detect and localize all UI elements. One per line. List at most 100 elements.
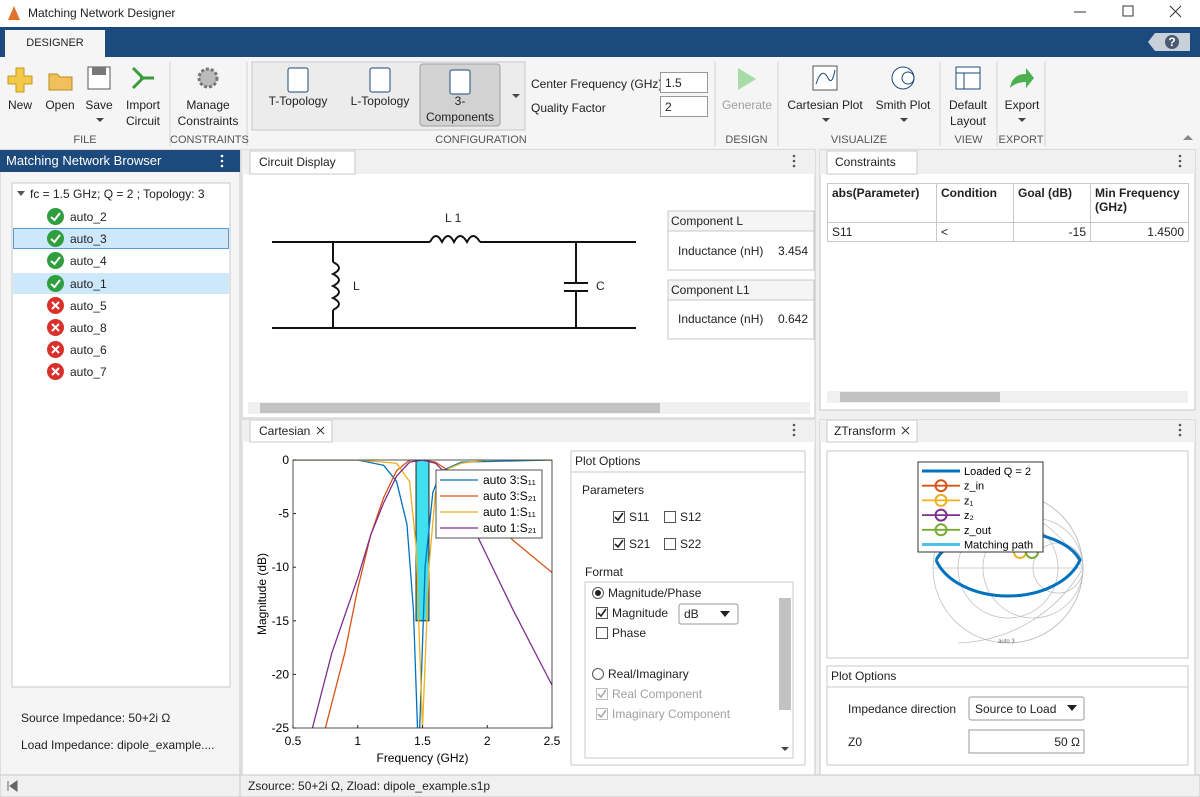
cartesian-tab-label[interactable]: Cartesian [259, 424, 311, 438]
status-collapse[interactable] [7, 780, 18, 792]
legend-entry[interactable]: Matching path [964, 540, 1033, 552]
format-scroll-thumb[interactable] [779, 598, 791, 710]
format-scroll-down[interactable] [781, 747, 789, 751]
tree-item[interactable]: auto_7 [70, 365, 107, 380]
circuit-schematic [272, 235, 636, 329]
three-components-button[interactable]: 3-Components [425, 94, 495, 124]
table-cell[interactable]: < [936, 222, 1014, 242]
z-plot-options-title: Plot Options [831, 669, 897, 683]
cartesian-chart: -25 -20 -15 -10 -5 0 0.5 1 1.5 2 2.5 Frequency (GHz… [255, 453, 561, 765]
legend-entry[interactable]: auto 1:S₂₁ [483, 521, 536, 535]
default-layout-icon [955, 66, 981, 90]
radio-magnitude-phase[interactable] [592, 587, 604, 599]
table-cell[interactable]: -15 [1013, 222, 1091, 242]
smith-dropdown[interactable] [900, 118, 908, 122]
tree-item[interactable]: auto_5 [70, 298, 107, 313]
circuit-tab[interactable] [249, 150, 356, 175]
smith-plot-button[interactable]: Smith Plot [875, 98, 931, 112]
fail-icon [47, 363, 64, 381]
selected-topology[interactable] [419, 63, 501, 127]
constraints-scroll-thumb[interactable] [840, 392, 1000, 402]
column-header[interactable]: Condition [936, 183, 1014, 223]
designer-tab-label[interactable]: DESIGNER [26, 37, 84, 49]
tree-item[interactable]: auto_3 [70, 232, 107, 247]
tree-root[interactable]: fc = 1.5 GHz; Q = 2 ; Topology: 3 [30, 187, 205, 201]
legend-entry[interactable]: z_out [964, 525, 991, 537]
direction-dropdown[interactable] [968, 696, 1085, 721]
column-header[interactable]: Goal (dB) [1013, 183, 1091, 223]
export-dropdown[interactable] [1018, 118, 1026, 122]
cartesian-menu[interactable] [792, 423, 796, 437]
constraints-tab[interactable] [826, 150, 918, 175]
center-frequency-input[interactable]: 1.5 [660, 72, 708, 93]
default-layout-button[interactable]: Default Layout [948, 98, 988, 128]
y-tick-label: -20 [272, 667, 290, 681]
import-circuit-button[interactable]: Import Circuit [125, 98, 160, 128]
designer-tab[interactable] [5, 30, 105, 57]
ztransform-tab[interactable] [826, 419, 918, 443]
ztransform-tab-close[interactable] [901, 426, 910, 435]
save-dropdown[interactable] [96, 118, 104, 122]
export-button[interactable]: Export [1004, 98, 1040, 112]
maximize-button[interactable] [1122, 5, 1134, 17]
help-button[interactable]: ? [1168, 35, 1176, 49]
circuit-tab-label[interactable]: Circuit Display [259, 155, 336, 169]
constraints-tab-label[interactable]: Constraints [835, 155, 896, 169]
new-icon [7, 67, 33, 93]
cartesian-tab[interactable] [249, 419, 333, 443]
legend-entry[interactable]: z₁ [964, 495, 974, 507]
legend-entry[interactable]: auto 3:S₂₁ [483, 489, 536, 503]
checkbox-phase[interactable] [596, 627, 608, 639]
generate-button[interactable]: Generate [721, 98, 773, 112]
x-tick-label: 0.5 [285, 734, 302, 748]
unit-dropdown[interactable] [678, 603, 739, 625]
legend-entry[interactable]: auto 3:S₁₁ [483, 473, 536, 487]
new-button[interactable]: New [7, 98, 32, 112]
checkbox-magnitude[interactable] [596, 607, 608, 619]
cartesian-tab-close[interactable] [316, 426, 325, 435]
radio-real-imaginary[interactable] [592, 668, 604, 680]
cartesian-plot-button[interactable]: Cartesian Plot [787, 98, 863, 112]
circuit-canvas [272, 183, 636, 345]
parameter-checkbox[interactable] [664, 511, 676, 523]
circuit-scroll-thumb[interactable] [260, 403, 660, 413]
gallery-dropdown[interactable] [512, 94, 520, 98]
legend-entry[interactable]: z₂ [964, 510, 974, 522]
ztransform-menu[interactable] [1178, 423, 1182, 437]
l-topology-button[interactable]: L-Topology [350, 94, 410, 108]
load-impedance: Load Impedance: dipole_example.... [21, 738, 215, 752]
circuit-menu[interactable] [792, 154, 796, 168]
table-cell[interactable]: S11 [827, 222, 937, 242]
browser-menu[interactable] [220, 154, 224, 168]
collapse-ribbon[interactable] [1183, 135, 1193, 140]
constraints-menu[interactable] [1178, 154, 1182, 168]
component-title: Component L1 [671, 283, 750, 297]
parameter-checkbox[interactable] [613, 538, 625, 550]
tree-item[interactable]: auto_8 [70, 321, 107, 335]
column-header[interactable]: Min Frequency (GHz) [1090, 183, 1189, 223]
t-topology-button[interactable]: T-Topology [268, 94, 328, 108]
direction-dropdown-arrow [1067, 705, 1077, 711]
tree-item[interactable]: auto_6 [70, 343, 107, 358]
parameter-checkbox[interactable] [664, 538, 676, 550]
tree-item[interactable]: auto_1 [70, 276, 107, 291]
save-button[interactable]: Save [85, 98, 113, 112]
parameter-checkbox[interactable] [613, 511, 625, 523]
legend-entry[interactable]: Loaded Q = 2 [964, 466, 1031, 478]
legend-entry[interactable]: auto 1:S₁₁ [483, 505, 536, 519]
table-cell[interactable]: 1.4500 [1090, 222, 1189, 242]
tree-expander[interactable] [17, 191, 25, 196]
ztransform-tab-label[interactable]: ZTransform [834, 424, 896, 438]
column-header[interactable]: abs(Parameter) [827, 183, 937, 223]
tree-item[interactable]: auto_4 [70, 254, 107, 269]
legend-entry[interactable]: z_in [964, 481, 984, 493]
manage-constraints-button[interactable]: Manage Constraints [177, 98, 239, 128]
quality-factor-input[interactable]: 2 [660, 96, 708, 117]
tree-item[interactable]: auto_2 [70, 210, 107, 224]
z0-input[interactable] [968, 729, 1085, 754]
close-button[interactable] [1169, 5, 1182, 18]
y-tick-label: -10 [272, 560, 290, 574]
cartesian-dropdown[interactable] [822, 118, 830, 122]
open-button[interactable]: Open [45, 98, 75, 112]
